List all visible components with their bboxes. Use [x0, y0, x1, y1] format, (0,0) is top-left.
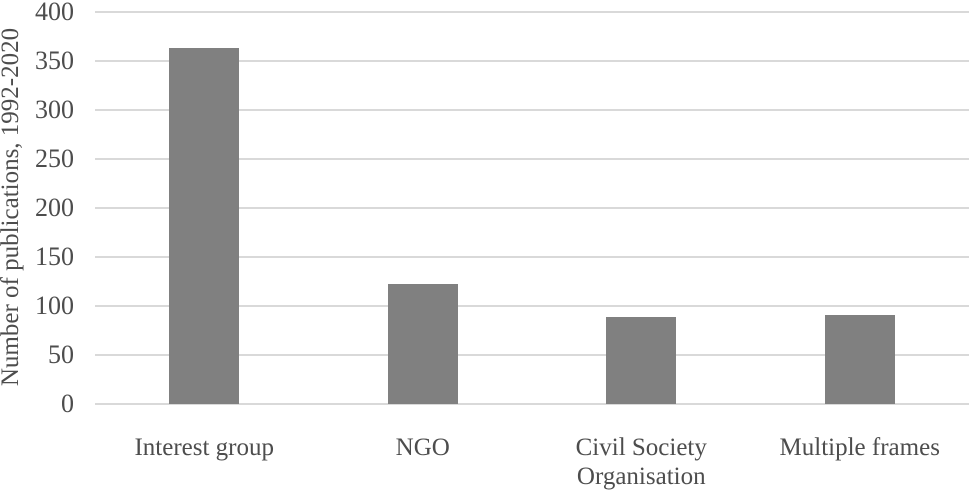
y-tick-label: 400	[35, 0, 74, 26]
y-tick-label: 50	[48, 340, 74, 369]
gridline	[95, 354, 969, 356]
gridline	[95, 256, 969, 258]
y-tick-label: 250	[35, 144, 74, 173]
bar-interest-group	[169, 48, 240, 404]
x-category-label: Multiple frames	[779, 434, 940, 461]
gridline	[95, 60, 969, 62]
y-tick-label: 100	[35, 291, 74, 320]
gridline	[95, 109, 969, 111]
gridline	[95, 403, 969, 405]
gridline	[95, 158, 969, 160]
x-category-label: Interest group	[134, 434, 275, 461]
x-category-label: NGO	[395, 434, 450, 461]
y-tick-label: 200	[35, 193, 74, 222]
y-tick-label: 300	[35, 95, 74, 124]
y-tick-label: 350	[35, 46, 74, 75]
gridline	[95, 305, 969, 307]
bar-multiple-frames	[824, 314, 895, 404]
bar-ngo	[387, 284, 458, 404]
x-category-label: Civil Society Organisation	[575, 434, 707, 490]
gridline	[95, 11, 969, 13]
gridline	[95, 207, 969, 209]
bar-civil-society-organisation	[606, 316, 677, 404]
y-tick-label: 0	[61, 389, 74, 418]
y-tick-label: 150	[35, 242, 74, 271]
